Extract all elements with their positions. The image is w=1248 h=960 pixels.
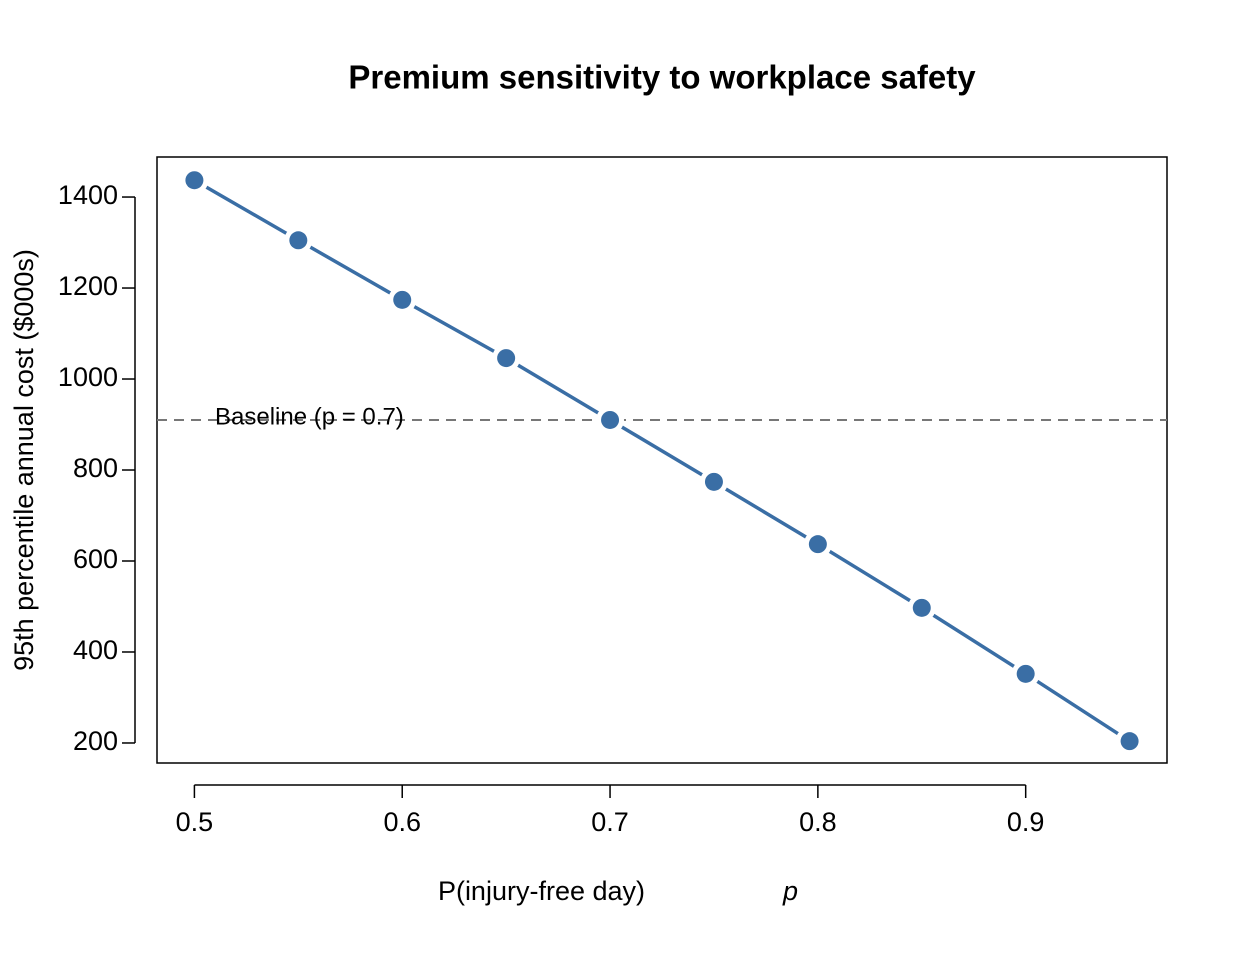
data-line (193, 178, 1131, 743)
data-point (596, 405, 625, 434)
data-point (907, 593, 936, 622)
y-axis-label: 95th percentile annual cost ($000s) (9, 249, 39, 671)
chart-title: Premium sensitivity to workplace safety (348, 59, 976, 96)
y-tick-label: 1400 (58, 180, 118, 210)
x-tick-label: 0.7 (591, 807, 629, 837)
x-axis-symbol: p (782, 876, 798, 906)
data-point (492, 344, 521, 373)
x-tick-label: 0.5 (176, 807, 214, 837)
x-tick-label: 0.6 (383, 807, 421, 837)
data-point (1011, 659, 1040, 688)
y-tick-label: 800 (73, 453, 118, 483)
data-point (1115, 727, 1144, 756)
x-tick-label: 0.9 (1007, 807, 1045, 837)
y-tick-label: 1200 (58, 271, 118, 301)
y-tick-label: 600 (73, 544, 118, 574)
baseline-label: Baseline (p = 0.7) (215, 403, 404, 430)
data-point (803, 530, 832, 559)
x-tick-label: 0.8 (799, 807, 837, 837)
data-point (180, 166, 209, 195)
x-axis-label: P(injury-free day) (438, 876, 645, 906)
data-point (284, 226, 313, 255)
y-tick-label: 400 (73, 635, 118, 665)
y-tick-label: 200 (73, 726, 118, 756)
data-point (699, 467, 728, 496)
plot-frame (156, 156, 1168, 764)
data-point (388, 285, 417, 314)
y-tick-label: 1000 (58, 362, 118, 392)
